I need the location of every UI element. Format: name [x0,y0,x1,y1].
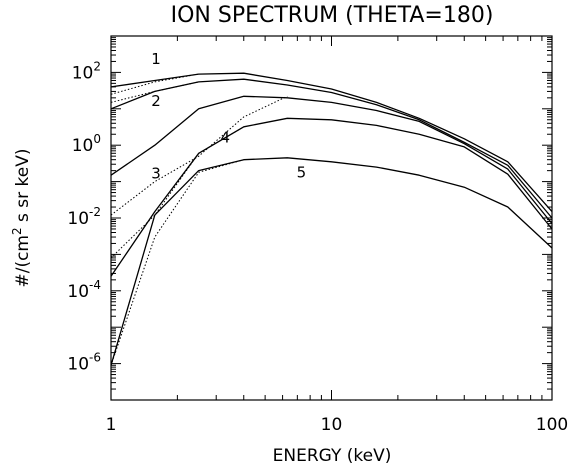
series-5-line [110,157,553,366]
series-3-line [110,95,553,225]
y-axis-label-sup: 2 [10,227,24,235]
y-tick-base: 10 [67,282,89,302]
x-axis-label: ENERGY (keV) [273,446,392,466]
series-group: 1 2 3 4 5 [110,50,553,366]
y-tick-base: 10 [72,136,94,156]
series-1-line [110,72,553,213]
y-tick-label: 100 [72,132,101,156]
y-axis-label: #/(cm2 s sr keV) [10,148,33,287]
series-4-label: 4 [221,128,231,146]
series-3-label: 3 [151,165,161,183]
series-3-dotted-line [110,95,288,216]
y-tick-exponent: -4 [89,278,101,292]
y-axis-label-prefix: #/(cm [13,235,33,288]
series-2-label: 2 [151,92,161,110]
series-1-label: 1 [151,50,161,68]
y-tick-exponent: 0 [93,132,101,146]
series-5-label: 5 [297,163,307,181]
series-4-line [110,117,553,277]
y-tick-label: 10-2 [67,205,101,229]
y-tick-exponent: -6 [89,351,101,365]
series-5-dotted-line [110,159,244,366]
x-tick-label: 10 [321,415,343,435]
y-tick-label: 102 [72,59,101,83]
series-2-dotted-line [110,81,199,103]
y-tick-base: 10 [67,209,89,229]
series-2-line [110,78,553,219]
y-tick-base: 10 [72,63,94,83]
y-tick-label: 10-4 [67,278,101,302]
x-tick-label: 100 [536,415,568,435]
x-tick-label: 1 [106,415,117,435]
series-4-dotted-line [110,126,245,259]
y-axis-label-suffix: s sr keV) [13,148,33,227]
chart-title: ION SPECTRUM (THETA=180) [171,3,494,28]
y-tick-exponent: -2 [89,205,101,219]
y-tick-exponent: 2 [93,59,101,73]
y-tick-label: 10-6 [67,351,101,375]
y-tick-base: 10 [67,355,89,375]
series-1-dotted-line [110,73,199,95]
axis-ticks [110,36,552,401]
plot-frame [110,35,553,401]
